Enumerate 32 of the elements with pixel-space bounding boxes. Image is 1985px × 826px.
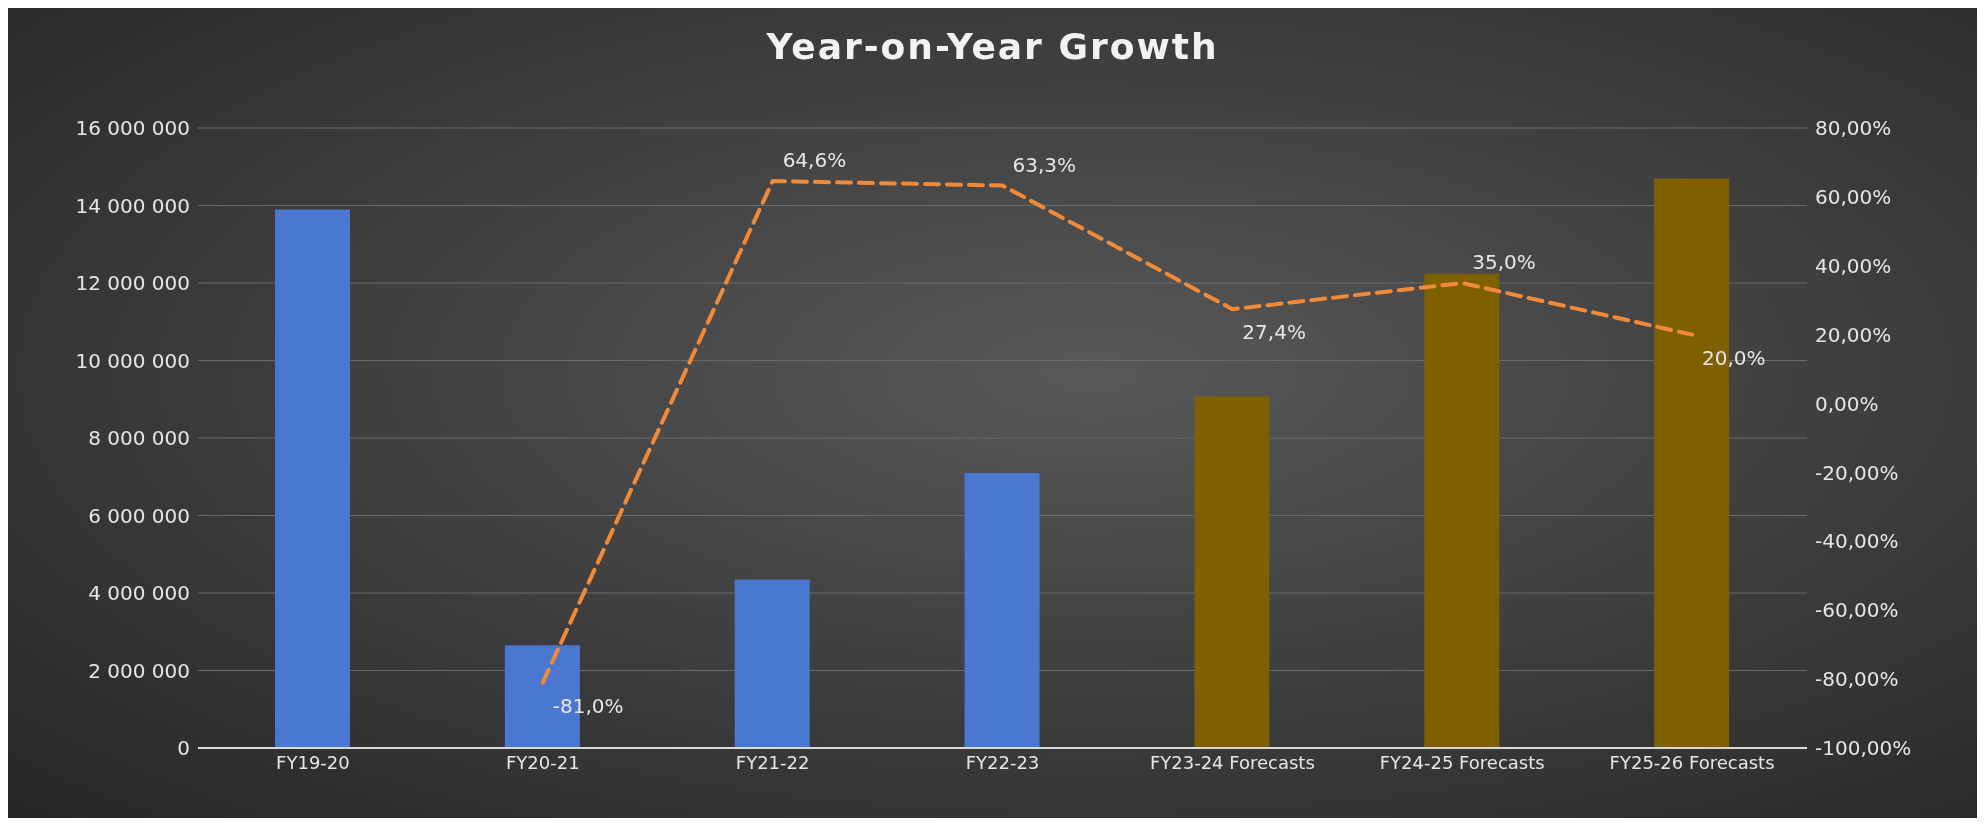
y2-tick-label: 0,00% [1815,391,1879,416]
x-tick-label: FY19-20 [276,751,350,773]
x-tick-label: FY20-21 [505,751,580,773]
y-tick-label: 16 000 000 [75,116,190,141]
data-label: 27,4% [1242,320,1306,345]
y2-tick-label: -40,00% [1815,529,1899,554]
y-tick-label: 8 000 000 [88,426,190,451]
y2-tick-label: -100,00% [1815,736,1912,761]
y2-tick-label: -60,00% [1815,598,1899,623]
y2-tick-label: -20,00% [1815,460,1899,485]
y-tick-label: 10 000 000 [75,348,190,373]
y2-tick-label: -80,00% [1815,667,1899,692]
y-tick-label: 4 000 000 [88,581,190,606]
y2-tick-label: 40,00% [1815,253,1892,278]
data-label: 64,6% [782,148,847,173]
x-tick-label: FY24-25 Forecasts [1379,751,1545,773]
y2-tick-label: 60,00% [1815,184,1892,209]
y-tick-label: 2 000 000 [88,658,190,683]
data-label: 35,0% [1472,250,1536,274]
y-tick-label: 12 000 000 [75,271,190,296]
y-tick-label: 0 [177,736,190,761]
y2-tick-label: 20,00% [1815,322,1892,347]
x-tick-label: FY23-24 Forecasts [1149,751,1315,773]
data-label: 63,3% [1012,152,1077,177]
y-tick-label: 14 000 000 [75,193,190,218]
chart-title: Year-on-Year Growth [765,26,1220,67]
data-label: 20,0% [1702,345,1766,370]
x-tick-label: FY21-22 [735,751,810,773]
y2-tick-label: 80,00% [1815,116,1892,141]
x-tick-label: FY22-23 [965,751,1040,773]
y-tick-label: 6 000 000 [88,503,190,528]
x-tick-label: FY25-26 Forecasts [1609,751,1775,773]
